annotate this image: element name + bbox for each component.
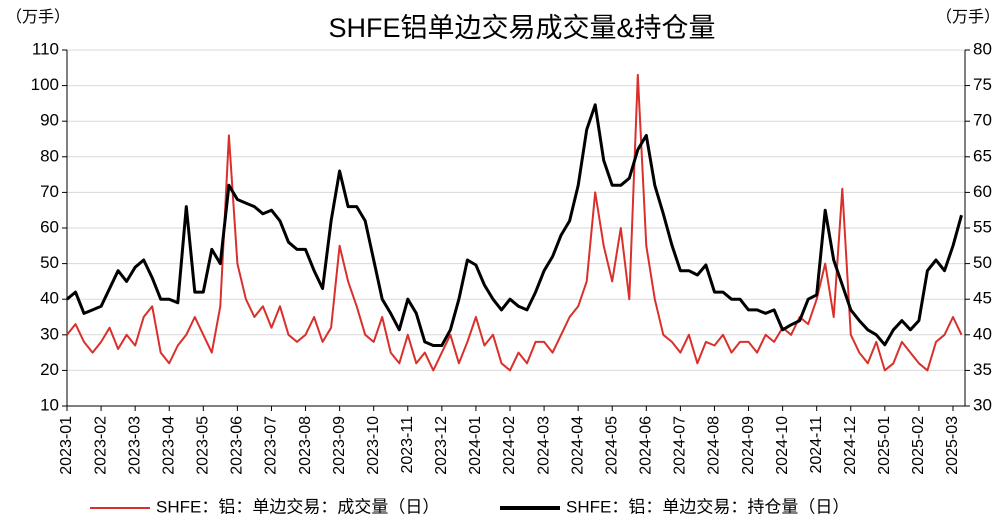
x-tick-label: 2025-03 xyxy=(944,416,961,475)
y2-tick-label: 80 xyxy=(973,39,992,58)
y-tick-label: 20 xyxy=(40,360,59,379)
y-tick-label: 70 xyxy=(40,182,59,201)
y-tick-label: 60 xyxy=(40,217,59,236)
y2-unit: （万手） xyxy=(936,8,1000,26)
x-tick-label: 2023-11 xyxy=(399,416,416,474)
y2-tick-label: 35 xyxy=(973,360,992,379)
y-tick-label: 50 xyxy=(40,253,59,272)
series-line xyxy=(66,103,963,347)
y2-tick-label: 65 xyxy=(973,146,992,165)
x-tick-label: 2023-10 xyxy=(365,416,382,475)
y-unit: （万手） xyxy=(6,8,70,26)
x-tick-label: 2024-11 xyxy=(808,416,825,474)
x-tick-label: 2024-09 xyxy=(740,416,757,475)
x-tick-label: 2023-02 xyxy=(92,416,109,475)
x-tick-label: 2024-07 xyxy=(672,416,689,475)
y-tick-label: 100 xyxy=(31,75,59,94)
y2-tick-label: 50 xyxy=(973,253,992,272)
x-tick-label: 2025-01 xyxy=(876,416,893,475)
y-tick-label: 90 xyxy=(40,111,59,130)
series-line xyxy=(66,73,963,372)
y2-tick-label: 30 xyxy=(973,395,992,414)
y2-tick-label: 45 xyxy=(973,289,992,308)
x-tick-label: 2025-02 xyxy=(910,416,927,475)
y-tick-label: 80 xyxy=(40,146,59,165)
x-tick-label: 2024-12 xyxy=(842,416,859,475)
y-tick-label: 40 xyxy=(40,289,59,308)
y2-tick-label: 40 xyxy=(973,324,992,343)
y-tick-label: 30 xyxy=(40,324,59,343)
y2-tick-label: 60 xyxy=(973,182,992,201)
y2-tick-label: 75 xyxy=(973,75,992,94)
x-tick-label: 2024-06 xyxy=(638,416,655,475)
x-tick-label: 2024-01 xyxy=(467,416,484,475)
y2-tick-label: 70 xyxy=(973,111,992,130)
y-tick-label: 110 xyxy=(32,39,59,58)
x-tick-label: 2023-03 xyxy=(126,416,143,475)
x-tick-label: 2023-08 xyxy=(297,416,314,475)
x-tick-label: 2024-04 xyxy=(569,416,586,475)
x-tick-label: 2024-02 xyxy=(501,416,518,475)
x-tick-label: 2023-05 xyxy=(195,416,212,475)
legend-label: SHFE：铝：单边交易：持仓量（日） xyxy=(566,497,849,516)
y-tick-label: 10 xyxy=(40,395,59,414)
x-tick-label: 2023-04 xyxy=(160,416,177,475)
x-tick-label: 2024-03 xyxy=(535,416,552,475)
x-tick-label: 2023-09 xyxy=(331,416,348,475)
y2-tick-label: 55 xyxy=(973,217,992,236)
x-tick-label: 2023-12 xyxy=(433,416,450,475)
x-tick-label: 2024-05 xyxy=(603,416,620,475)
x-tick-label: 2024-10 xyxy=(774,416,791,475)
legend-label: SHFE：铝：单边交易：成交量（日） xyxy=(156,497,439,516)
x-tick-label: 2024-08 xyxy=(706,416,723,475)
chart-title: SHFE铝单边交易成交量&持仓量 xyxy=(328,13,715,43)
x-tick-label: 2023-01 xyxy=(58,416,75,475)
x-tick-label: 2023-06 xyxy=(229,416,246,475)
x-tick-label: 2023-07 xyxy=(263,416,280,475)
